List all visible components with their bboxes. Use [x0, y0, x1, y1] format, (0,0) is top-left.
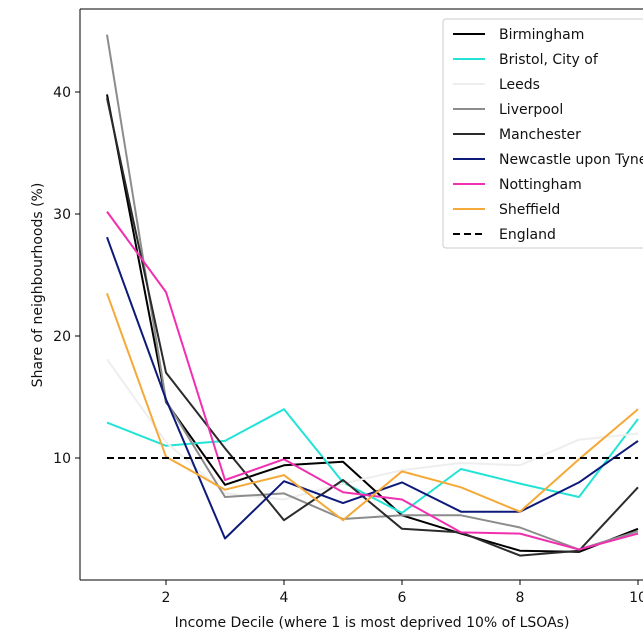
y-tick-label: 10	[53, 451, 71, 467]
y-tick-label: 30	[53, 207, 71, 223]
y-axis-label: Share of neighbourhoods (%)	[30, 183, 46, 388]
x-tick-label: 10	[629, 590, 643, 606]
x-tick-label: 8	[516, 590, 525, 606]
legend-label-birmingham: Birmingham	[499, 27, 584, 43]
series-line-manchester	[106, 97, 639, 557]
series-line-nottingham	[106, 211, 639, 551]
legend-label-sheffield: Sheffield	[499, 202, 560, 218]
y-tick-label: 20	[53, 329, 71, 345]
legend-label-leeds: Leeds	[499, 77, 540, 93]
x-axis-label: Income Decile (where 1 is most deprived …	[175, 615, 570, 631]
series-line-newcastle-upon-tyne	[106, 236, 639, 540]
series-line-bristol-city-of	[106, 408, 639, 514]
x-tick-label: 4	[280, 590, 289, 606]
legend-label-newcastle-upon-tyne: Newcastle upon Tyne	[499, 152, 643, 168]
x-tick-label: 6	[398, 590, 407, 606]
x-tick-label: 2	[162, 590, 171, 606]
legend-label-nottingham: Nottingham	[499, 177, 582, 193]
series-layer	[106, 34, 639, 557]
plot-area	[79, 8, 643, 581]
tick-layer: 2 4 6 8 10 10 20 30 40	[53, 85, 643, 606]
y-tick-label: 40	[53, 85, 71, 101]
series-line-liverpool	[106, 34, 639, 551]
series-line-sheffield	[106, 292, 639, 522]
legend-label-manchester: Manchester	[499, 127, 581, 143]
legend-frame	[442, 18, 643, 249]
legend-label-liverpool: Liverpool	[499, 102, 563, 118]
legend-label-bristol-city-of: Bristol, City of	[499, 52, 599, 68]
legend: Birmingham Bristol, City of Leeds Liverpool…	[442, 18, 643, 249]
legend-label-england: England	[499, 227, 556, 243]
